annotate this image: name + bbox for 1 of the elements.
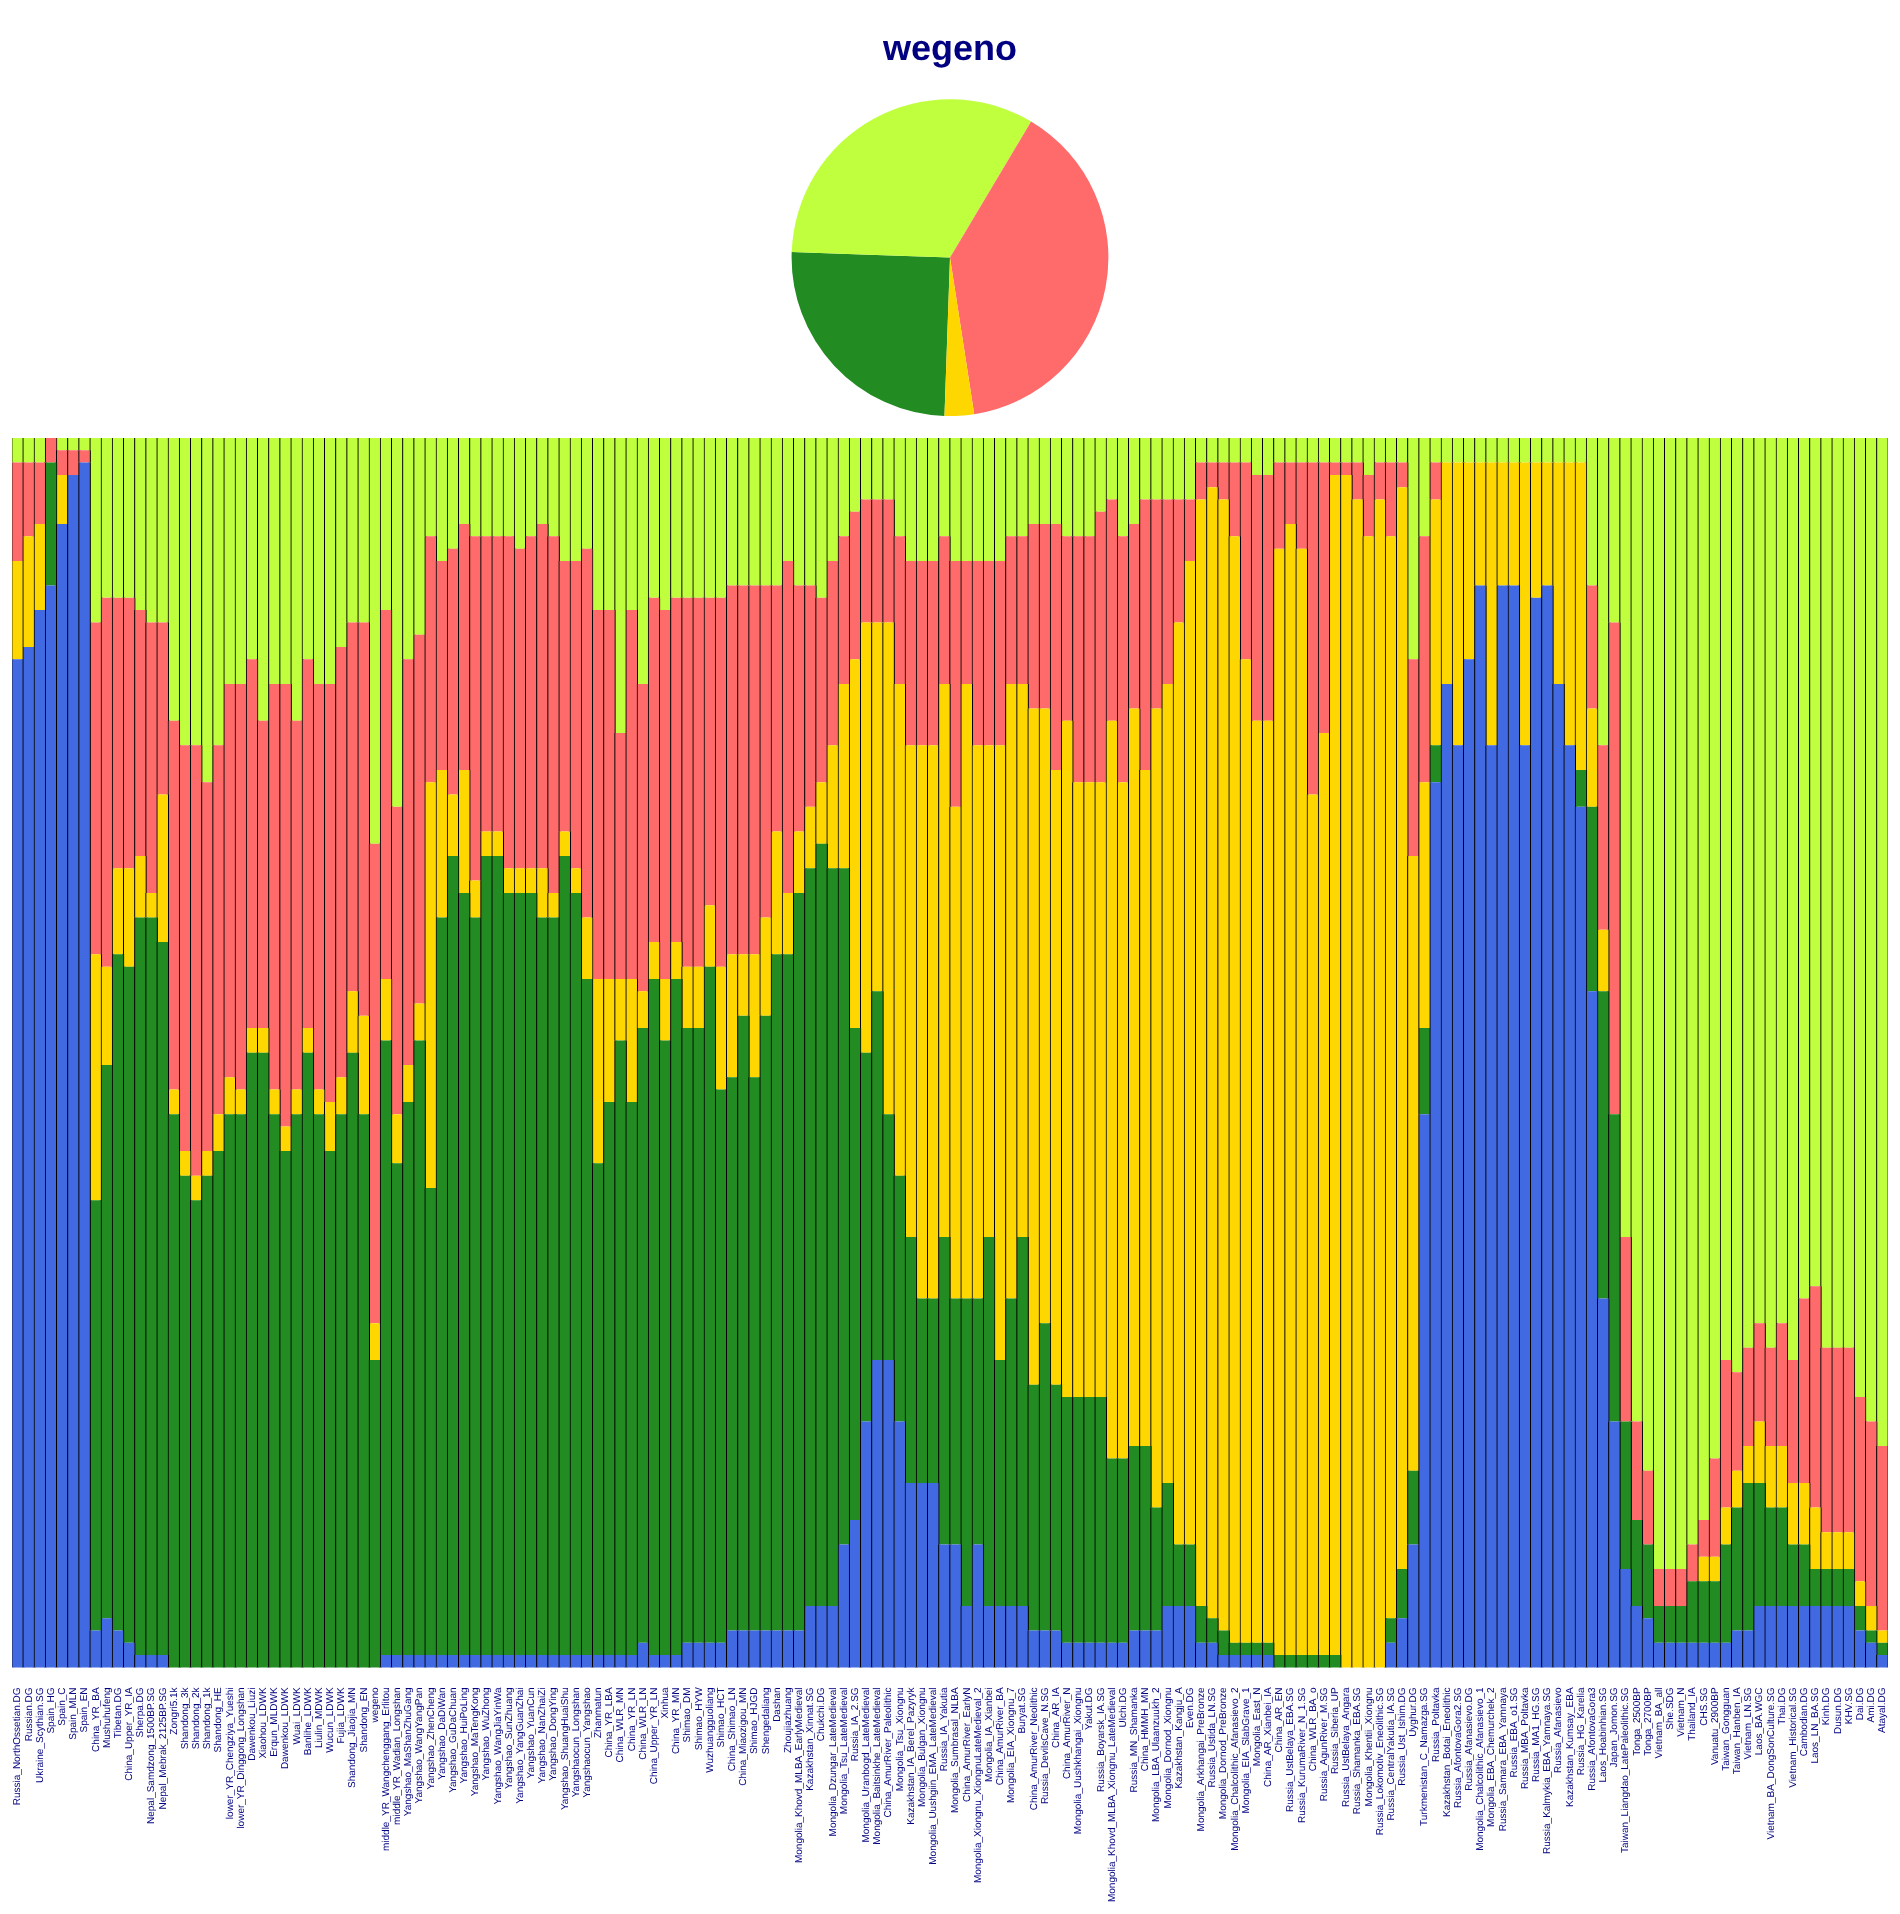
chart-title: wegeno [880, 27, 1018, 68]
